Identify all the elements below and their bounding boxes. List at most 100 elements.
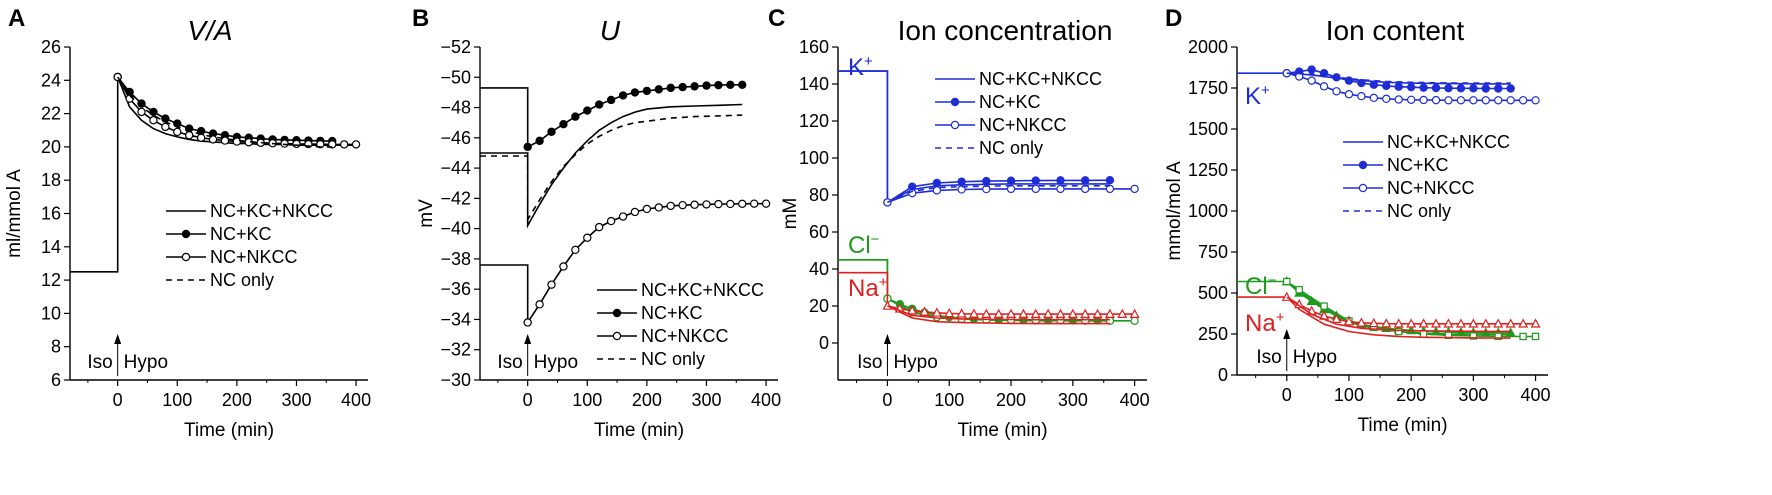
- data-point: [956, 308, 967, 318]
- data-point: [1307, 65, 1316, 74]
- data-point: [1092, 308, 1103, 318]
- data-point: [1393, 318, 1404, 328]
- data-point: [1518, 318, 1529, 328]
- data-point: [547, 127, 556, 136]
- data-point: [1456, 84, 1466, 93]
- y-tick-label: 24: [41, 70, 61, 90]
- data-point: [1493, 318, 1504, 328]
- arrow-head: [883, 334, 891, 344]
- data-point: [726, 80, 735, 90]
- iso-label: Iso: [857, 352, 882, 373]
- panel-letter: D: [1165, 5, 1182, 32]
- data-point: [1067, 308, 1078, 318]
- data-point: [1043, 308, 1054, 318]
- data-point: [690, 82, 699, 91]
- legend-entry: NC only: [210, 270, 274, 290]
- legend-marker: [181, 229, 191, 239]
- y-tick-label: 12: [41, 270, 61, 290]
- legend-marker: [1358, 183, 1368, 193]
- data-point: [630, 207, 640, 217]
- legend-entry: NC+KC+NKCC: [210, 201, 333, 221]
- y-axis-label: mM: [780, 198, 801, 230]
- y-tick-label: −38: [440, 249, 471, 269]
- data-point: [535, 300, 544, 309]
- data-point: [1419, 83, 1428, 92]
- data-point: [1319, 82, 1329, 91]
- data-point: [1406, 82, 1416, 92]
- data-point: [882, 300, 893, 310]
- data-point: [642, 86, 652, 96]
- data-point: [1444, 96, 1453, 105]
- data-point: [1506, 84, 1515, 93]
- data-point: [292, 139, 301, 149]
- x-tick-label: 300: [691, 390, 721, 410]
- legend-entry: NC only: [641, 349, 705, 369]
- data-point: [149, 107, 158, 117]
- panel-b: B U 0 100 200 300 400 −30 −32 −34 −36 −38 −40 −42 −44 −…: [412, 5, 781, 441]
- data-point: [1530, 318, 1541, 328]
- data-point: [957, 177, 966, 186]
- data-point: [1006, 176, 1016, 185]
- data-point: [523, 318, 532, 327]
- y-tick-label: 26: [41, 37, 61, 57]
- data-point: [1356, 317, 1367, 327]
- series-nc-kc-nkcc-kplus-line: [838, 70, 1110, 204]
- data-point: [982, 176, 991, 186]
- series-nc-nkcc-line: [480, 202, 767, 326]
- x-axis-label: Time (min): [1357, 415, 1447, 436]
- y-tick-label: 1250: [1188, 160, 1228, 180]
- x-tick-label: 200: [632, 390, 662, 410]
- legend-entry: NC only: [979, 138, 1043, 158]
- series-nc-kc-kplus-line: [886, 179, 1110, 204]
- data-point: [220, 136, 230, 145]
- y-tick-label: 0: [1218, 365, 1228, 385]
- data-point: [666, 201, 675, 211]
- data-point: [1357, 91, 1366, 101]
- data-point: [1480, 318, 1491, 328]
- panel-d: D Ion content 0 100 200 300 400 0 250 500 750 1000 1…: [1164, 5, 1551, 436]
- data-point: [559, 262, 568, 271]
- series-nc-only-kplus-line: [1286, 72, 1511, 84]
- x-tick-label: 0: [1282, 385, 1292, 405]
- data-point: [1418, 318, 1429, 328]
- legend-entry: NC+KC+NKCC: [1387, 132, 1510, 152]
- y-tick-label: 500: [1198, 283, 1228, 303]
- data-point: [1080, 176, 1090, 185]
- data-point: [919, 306, 930, 316]
- data-point: [595, 222, 604, 232]
- data-point: [351, 140, 361, 149]
- data-point: [618, 212, 628, 221]
- series-nc-only-line: [480, 114, 743, 223]
- chart-title: Ion content: [1326, 15, 1465, 46]
- x-tick-label: 400: [751, 390, 781, 410]
- y-tick-label: −36: [440, 279, 471, 299]
- y-tick-label: 160: [799, 37, 829, 57]
- data-point: [678, 200, 687, 210]
- data-point: [1105, 184, 1115, 194]
- data-point: [1469, 96, 1478, 105]
- data-point: [1055, 308, 1066, 318]
- legend-entry: NC+KC: [210, 224, 272, 244]
- data-point: [1031, 184, 1040, 194]
- legend-entry: NC+KC+NKCC: [641, 280, 764, 300]
- x-tick-label: 0: [113, 390, 123, 410]
- data-point: [1382, 94, 1391, 104]
- y-tick-label: −30: [440, 370, 471, 390]
- data-point: [932, 178, 942, 188]
- data-point: [1419, 330, 1428, 338]
- panel-letter: C: [768, 5, 785, 32]
- data-point: [1332, 87, 1341, 96]
- data-point: [1006, 308, 1017, 318]
- series-nc-only-line: [117, 76, 333, 148]
- x-tick-label: 300: [1058, 390, 1088, 410]
- legend-entry: NC only: [1387, 201, 1451, 221]
- y-tick-label: −46: [440, 128, 471, 148]
- series-nc-nkcc-clminus-line: [1286, 280, 1536, 338]
- data-point: [1395, 327, 1403, 336]
- data-point: [1431, 318, 1442, 328]
- data-point: [1320, 302, 1328, 310]
- legend-entry: NC+NKCC: [641, 326, 729, 346]
- data-point: [654, 203, 664, 212]
- arrow-head: [114, 334, 122, 344]
- legend-marker: [181, 252, 191, 262]
